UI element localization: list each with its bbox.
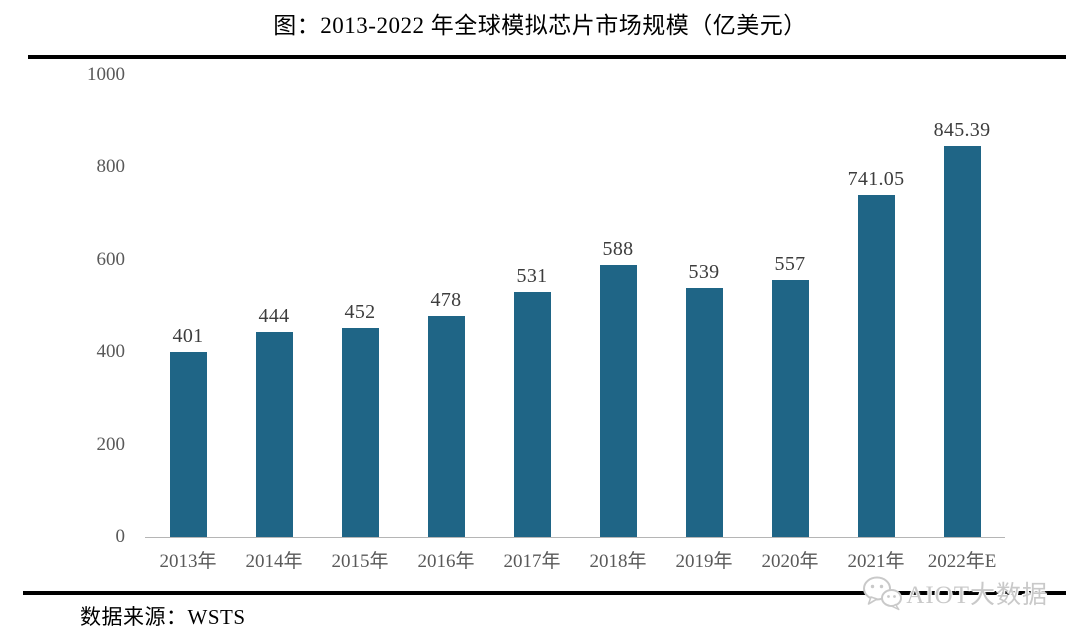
chart-title: 图：2013-2022 年全球模拟芯片市场规模（亿美元）	[273, 13, 807, 38]
bar-value-label: 557	[774, 252, 806, 275]
plot-area: 401 444 452 478 531 588 539 557 741.05 845.39	[145, 75, 1005, 538]
bar-group: 444	[231, 75, 317, 537]
bar-group: 539	[661, 75, 747, 537]
bar-group: 531	[489, 75, 575, 537]
bar	[513, 291, 551, 537]
bar-group: 588	[575, 75, 661, 537]
bar	[685, 287, 723, 537]
bar-value-label: 588	[602, 238, 634, 261]
y-tick-label: 0	[115, 526, 126, 547]
x-tick-label: 2017年	[503, 551, 561, 572]
x-tick-label: 2016年	[417, 551, 475, 572]
bar-group: 557	[747, 75, 833, 537]
bar	[943, 146, 981, 537]
bar	[169, 351, 207, 537]
x-axis: 2013年 2014年 2015年 2016年 2017年 2018年 2019年 2020年…	[145, 546, 1005, 573]
x-tick-label: 2022年E	[927, 551, 997, 572]
bar-value-label: 845.39	[933, 119, 991, 142]
y-tick-label: 200	[96, 433, 126, 455]
x-tick-label: 2018年	[589, 551, 647, 572]
bar-value-label: 741.05	[847, 167, 905, 190]
x-tick-label: 2021年	[847, 551, 905, 572]
x-tick-label: 2014年	[245, 551, 303, 572]
bottom-divider	[23, 591, 1066, 595]
x-tick-label: 2015年	[331, 551, 389, 572]
y-tick-label: 800	[96, 156, 126, 178]
bar-value-label: 401	[172, 324, 204, 347]
bar	[427, 316, 465, 537]
bar-value-label: 539	[688, 260, 720, 283]
bar-group: 741.05	[833, 75, 919, 537]
bar-chart: 0 200 400 600 800 1000 401 444 452 478 531 588 539 5…	[75, 64, 1005, 547]
bar-value-label: 444	[258, 304, 290, 327]
watermark: AIOT大数据	[862, 571, 1048, 615]
bar-value-label: 452	[344, 301, 376, 324]
bar	[857, 194, 895, 537]
bar-value-label: 478	[430, 289, 462, 312]
bar-group: 845.39	[919, 75, 1005, 537]
bar	[255, 331, 293, 537]
bar-value-label: 531	[516, 264, 548, 287]
y-tick-label: 600	[96, 248, 126, 270]
y-axis: 0 200 400 600 800 1000	[75, 64, 126, 547]
x-tick-label: 2013年	[159, 551, 217, 572]
bar	[341, 328, 379, 537]
bar-group: 401	[145, 75, 231, 537]
x-tick-label: 2020年	[761, 551, 819, 572]
y-tick-label: 1000	[87, 64, 125, 85]
bar-group: 478	[403, 75, 489, 537]
y-tick-label: 400	[96, 341, 126, 363]
top-divider	[28, 55, 1066, 59]
x-tick-label: 2019年	[675, 551, 733, 572]
bar-group: 452	[317, 75, 403, 537]
source-note: 数据来源：WSTS	[80, 605, 246, 629]
watermark-label: AIOT大数据	[906, 582, 1048, 609]
bar	[599, 265, 637, 537]
wechat-icon	[862, 575, 903, 611]
bar	[771, 279, 809, 537]
